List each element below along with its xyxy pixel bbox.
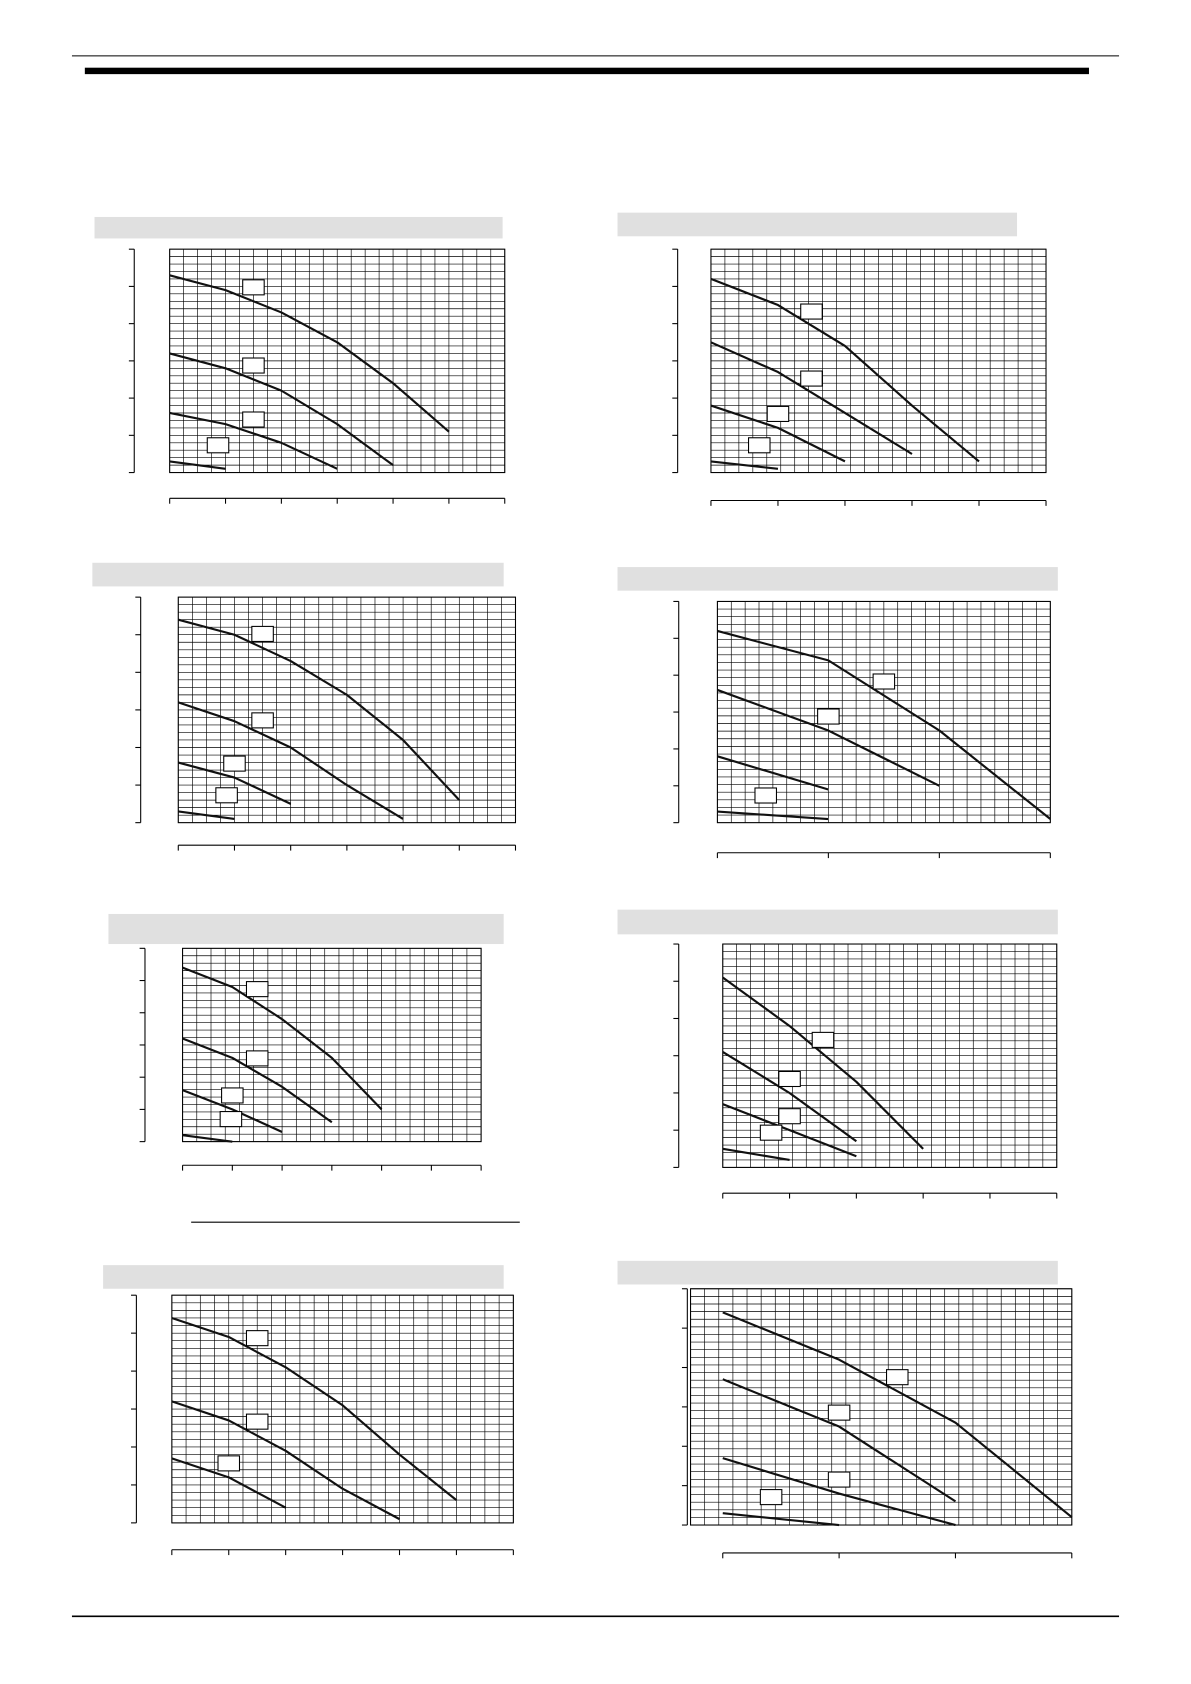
- curve: [169, 274, 450, 433]
- curve-label-box: [766, 405, 790, 422]
- curve: [722, 976, 924, 1150]
- plot-frame: [690, 1288, 1073, 1526]
- chart-title-bar: [617, 1260, 1058, 1285]
- curve: [722, 1512, 840, 1527]
- curve: [717, 755, 829, 791]
- chart-title-bar: [103, 1265, 504, 1289]
- curve-label-box: [759, 1489, 783, 1506]
- curve: [722, 1103, 857, 1158]
- curve-label-box: [221, 1087, 244, 1104]
- curve: [722, 1147, 790, 1162]
- curve: [171, 1316, 458, 1501]
- curve-label-box: [811, 1031, 835, 1048]
- curve-label-box: [800, 370, 823, 387]
- curve: [722, 1311, 1073, 1519]
- plot-frame: [722, 943, 1058, 1168]
- curve: [710, 341, 913, 455]
- curve-label-box: [245, 1050, 269, 1067]
- curve-label-box: [778, 1070, 801, 1088]
- curve-label-box: [872, 673, 896, 690]
- curve-label-box: [817, 708, 840, 725]
- curve: [710, 277, 980, 463]
- curve: [717, 810, 829, 821]
- curve-label-box: [217, 1455, 241, 1472]
- plot-frame: [171, 1294, 514, 1524]
- plot-frame: [182, 947, 482, 1143]
- chart-title-bar: [617, 567, 1058, 591]
- plot-frame: [710, 248, 1047, 474]
- chart-title-bar: [108, 913, 504, 945]
- curve: [722, 1457, 956, 1527]
- curve-label-box: [886, 1369, 909, 1386]
- curve: [171, 1457, 287, 1509]
- curve-label-box: [754, 787, 777, 804]
- curve-label-box: [219, 1111, 243, 1128]
- chart-title-bar: [94, 216, 503, 239]
- curve: [169, 411, 338, 470]
- curve: [182, 1134, 233, 1143]
- curve-label-box: [245, 981, 269, 998]
- curve: [710, 404, 846, 463]
- curve-label-box: [747, 437, 771, 454]
- curve: [710, 460, 779, 470]
- chart-title-bar: [617, 212, 1018, 237]
- curve: [182, 1037, 333, 1124]
- plot-frame: [177, 596, 517, 824]
- curve-label-box: [778, 1108, 801, 1125]
- curve: [169, 460, 226, 470]
- curve: [171, 1400, 401, 1521]
- curve: [177, 701, 404, 820]
- curve-label-box: [242, 411, 265, 428]
- curve: [178, 810, 235, 820]
- curve-label-box: [251, 712, 274, 729]
- curve-label-box: [759, 1124, 783, 1141]
- curve-label-box: [827, 1471, 851, 1488]
- header-bar: [84, 67, 1089, 75]
- curve-label-box: [223, 755, 246, 772]
- curve-label-box: [827, 1404, 851, 1421]
- curve-label-box: [251, 625, 274, 642]
- curve-label-box: [800, 303, 823, 320]
- curve: [722, 1051, 857, 1143]
- plot-frame: [716, 600, 1051, 824]
- chart-title-bar: [617, 909, 1058, 935]
- curve: [722, 1378, 957, 1503]
- curve: [169, 352, 394, 467]
- plot-frame: [169, 248, 506, 474]
- curve-label-box: [242, 357, 265, 374]
- curve-label-box: [245, 1330, 269, 1347]
- chart-title-bar: [92, 562, 504, 587]
- curve: [177, 761, 292, 805]
- curve: [182, 1089, 283, 1133]
- curve-label-box: [242, 279, 265, 296]
- curve: [182, 966, 383, 1111]
- curve-label-box: [245, 1413, 269, 1430]
- curve-label-box: [215, 787, 238, 804]
- curve: [717, 688, 940, 787]
- curve-label-box: [206, 437, 230, 454]
- curve: [177, 618, 461, 801]
- curve: [717, 629, 1051, 820]
